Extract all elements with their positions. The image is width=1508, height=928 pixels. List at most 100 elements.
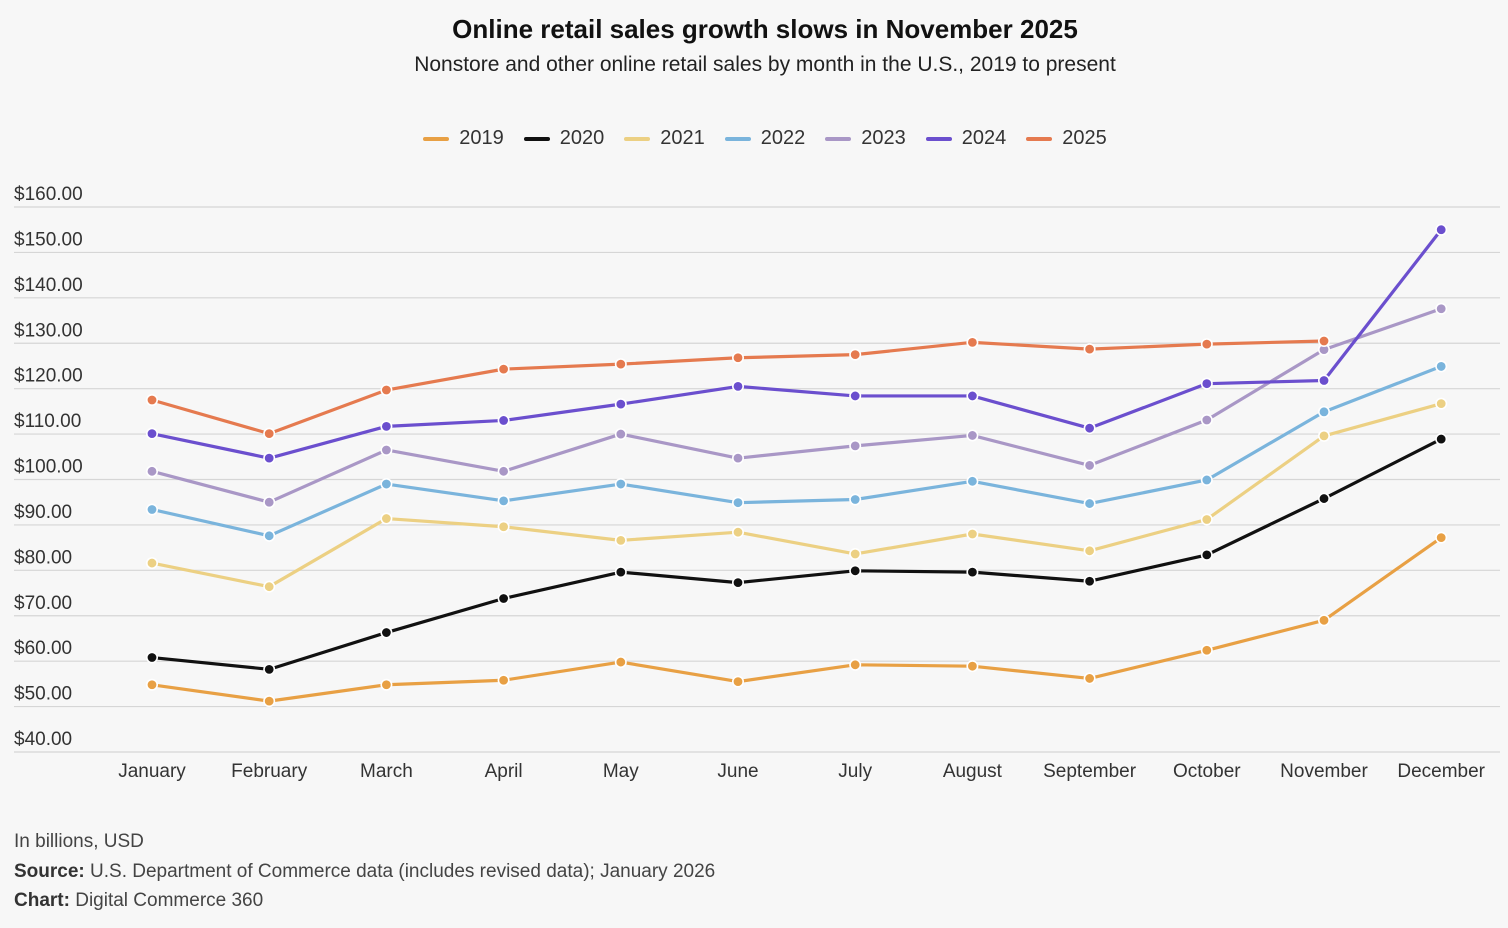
data-point [497, 465, 510, 478]
data-point [1200, 377, 1213, 390]
data-point [263, 580, 276, 593]
data-point [849, 348, 862, 361]
legend-item-2022: 2022 [724, 127, 806, 150]
y-tick-label: $90.00 [14, 502, 72, 523]
data-point [849, 389, 862, 402]
data-point [614, 478, 627, 491]
legend-item-2025: 2025 [1026, 127, 1107, 150]
data-point [146, 427, 159, 440]
legend-item-2020: 2020 [523, 127, 605, 150]
data-point [731, 380, 744, 393]
data-point [263, 496, 276, 509]
y-tick-label: $110.00 [14, 411, 81, 432]
data-point [380, 443, 393, 456]
data-point [1200, 473, 1213, 486]
legend-label: 2024 [961, 127, 1007, 149]
y-tick-label: $160.00 [14, 184, 83, 205]
data-point [614, 428, 627, 441]
x-tick-label: August [943, 761, 1003, 782]
series-2020 [146, 433, 1448, 676]
footer-chart-credit: Chart: Digital Commerce 360 [14, 890, 263, 912]
legend-label: 2019 [459, 127, 504, 149]
legend-swatch [423, 136, 450, 141]
data-point [731, 496, 744, 509]
series-2021 [146, 397, 1448, 593]
data-point [614, 398, 627, 411]
data-point [1435, 360, 1448, 373]
legend-label: 2022 [760, 127, 806, 149]
data-point [380, 478, 393, 491]
legend-label: 2021 [660, 127, 705, 149]
data-point [1200, 414, 1213, 427]
chart-credit-text: Digital Commerce 360 [69, 890, 264, 911]
data-point [497, 674, 510, 687]
x-tick-label: May [603, 761, 639, 782]
data-point [1200, 644, 1213, 657]
series-line [150, 536, 1443, 703]
y-tick-label: $130.00 [14, 320, 83, 341]
data-point [497, 592, 510, 605]
y-tick-label: $50.00 [14, 684, 72, 705]
series-2025 [146, 334, 1331, 440]
grid-lines [14, 206, 1500, 753]
data-point [380, 420, 393, 433]
data-point [966, 660, 979, 673]
data-point [380, 678, 393, 691]
footer-source: Source: U.S. Department of Commerce data… [14, 861, 715, 883]
legend-swatch [1026, 136, 1053, 141]
data-point [1318, 429, 1331, 442]
series-2019 [146, 531, 1448, 708]
data-point [263, 695, 276, 708]
series-line [150, 364, 1443, 538]
x-tick-label: September [1043, 761, 1137, 782]
data-point [1435, 223, 1448, 236]
chart-subtitle: Nonstore and other online retail sales b… [414, 53, 1116, 76]
source-label: Source: [14, 861, 85, 882]
data-point [263, 452, 276, 465]
data-point [966, 527, 979, 540]
data-point [263, 427, 276, 440]
data-point [1318, 405, 1331, 418]
data-point [731, 526, 744, 539]
series-line [150, 437, 1443, 671]
legend-label: 2020 [559, 127, 605, 149]
y-tick-label: $120.00 [14, 366, 83, 387]
data-point [1200, 548, 1213, 561]
legend-swatch [825, 136, 852, 141]
data-point [1083, 459, 1096, 472]
chart-title: Online retail sales growth slows in Nove… [452, 14, 1078, 44]
data-point [731, 576, 744, 589]
data-point [966, 389, 979, 402]
y-tick-label: $100.00 [14, 457, 83, 478]
data-point [849, 493, 862, 506]
data-point [849, 439, 862, 452]
data-point [614, 358, 627, 371]
data-point [146, 651, 159, 664]
data-point [497, 363, 510, 376]
data-point [1318, 334, 1331, 347]
legend-swatch [925, 136, 952, 141]
data-point [1435, 397, 1448, 410]
data-point [1200, 338, 1213, 351]
series-2024 [146, 223, 1448, 465]
data-point [614, 534, 627, 547]
x-tick-label: June [717, 761, 758, 782]
data-point [966, 566, 979, 579]
legend-swatch [523, 136, 550, 141]
data-point [1435, 302, 1448, 315]
y-tick-label: $140.00 [14, 275, 83, 296]
data-point [1318, 374, 1331, 387]
legend-item-2023: 2023 [825, 127, 906, 150]
data-point [380, 512, 393, 525]
data-point [731, 452, 744, 465]
data-point [1083, 575, 1096, 588]
x-tick-label: November [1280, 761, 1368, 782]
data-point [731, 675, 744, 688]
x-axis-ticks: January February March April May June July Augu… [118, 761, 1485, 782]
legend-swatch [724, 136, 751, 141]
data-point [731, 351, 744, 364]
legend-label: 2023 [861, 127, 906, 149]
data-point [849, 564, 862, 577]
x-tick-label: March [360, 761, 413, 782]
y-tick-label: $40.00 [14, 729, 72, 750]
